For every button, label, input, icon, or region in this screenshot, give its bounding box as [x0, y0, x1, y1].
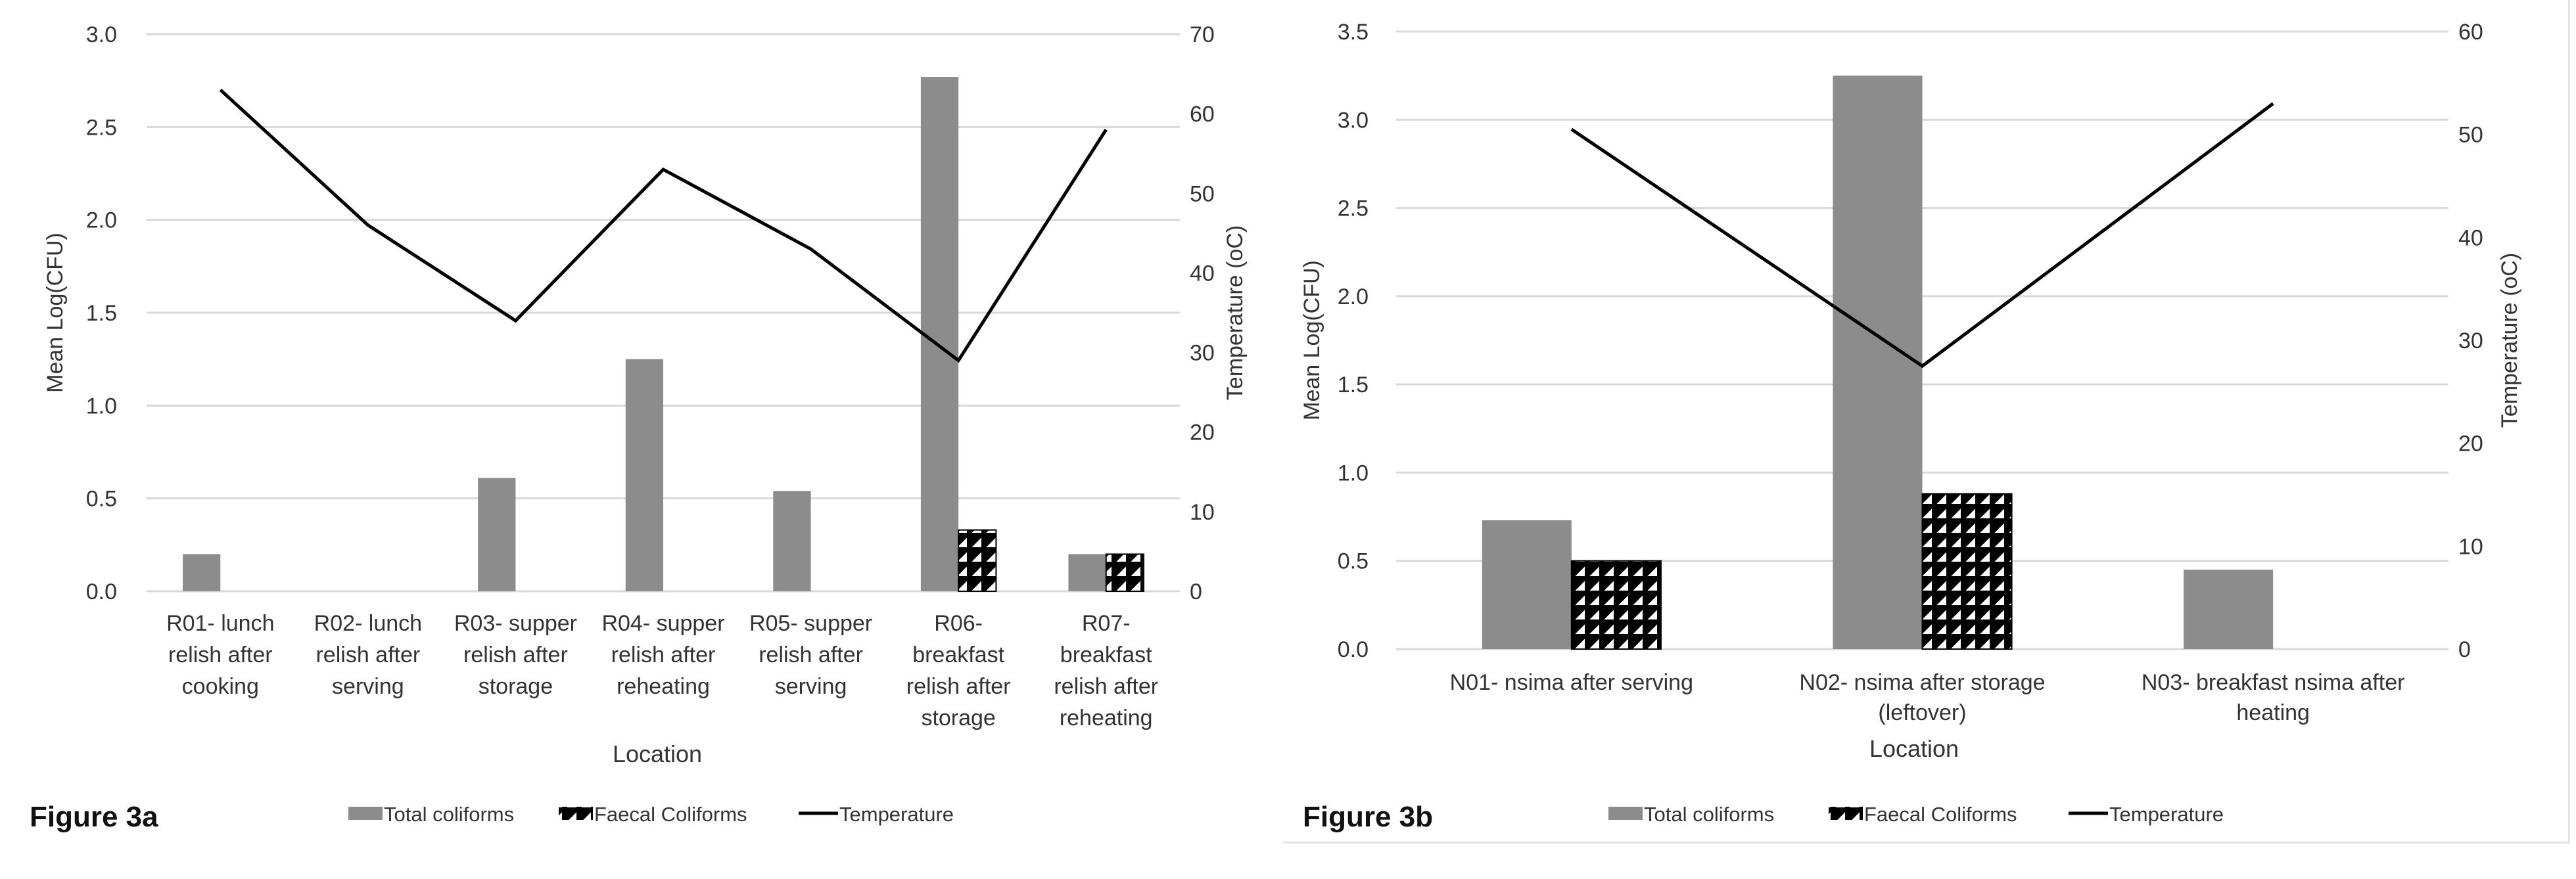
y-tick-label: 1.0 — [1338, 461, 1369, 485]
line-temperature — [219, 88, 1108, 363]
x-tick-label: relish after — [1054, 674, 1158, 699]
y-tick-label: 1.0 — [86, 394, 117, 418]
y-tick-label: 0.0 — [1338, 637, 1369, 662]
x-tick-label: relish after — [168, 642, 273, 667]
legend-label: Temperature — [839, 803, 954, 826]
bar-total-coliforms — [625, 359, 663, 591]
y-tick-label: 0.5 — [86, 487, 117, 512]
y-tick-label: 2.0 — [1338, 284, 1369, 309]
figure-3b: 0.0 0.5 1.0 1.5 2.0 2.5 3.0 3.5 0 10 20 30 40 50 60 Mea… — [1283, 0, 2576, 876]
y2-tick-label: 20 — [2458, 432, 2483, 457]
legend-label: Temperature — [2109, 803, 2224, 826]
legend-swatch-total-coliforms — [348, 807, 383, 820]
x-tick-label: relish after — [611, 642, 716, 667]
x-tick-label: storage — [479, 674, 553, 699]
x-tick-label: cooking — [182, 674, 259, 699]
y2-tick-label: 50 — [1190, 181, 1215, 206]
y2-tick-label: 10 — [1190, 500, 1215, 525]
x-tick-label: R01- lunch — [166, 611, 274, 636]
x-tick-label: breakfast — [912, 642, 1004, 667]
x-tick-label: storage — [921, 706, 995, 731]
legend-swatch-faecal-coliforms — [559, 807, 593, 820]
bar-total-coliforms — [773, 491, 811, 591]
y2-tick-label: 10 — [2458, 534, 2483, 559]
y-tick-label: 0.5 — [1338, 549, 1369, 574]
y2-tick-label: 70 — [1190, 22, 1215, 47]
y-tick-label: 3.5 — [1338, 20, 1369, 45]
figure-caption: Figure 3b — [1303, 801, 1433, 833]
x-tick-label: R06- — [934, 611, 983, 636]
x-tick-label: R04- supper — [601, 611, 724, 636]
legend-swatch-faecal-coliforms — [1829, 807, 1863, 820]
figure-3b-chart: 0.0 0.5 1.0 1.5 2.0 2.5 3.0 3.5 0 10 20 30 40 50 60 Mea… — [1300, 20, 2522, 833]
x-tick-label: (leftover) — [1878, 700, 1966, 725]
x-tick-label: N01- nsima after serving — [1450, 670, 1693, 695]
bar-faecal-coliforms — [1105, 553, 1144, 593]
x-tick-label: R07- — [1082, 611, 1131, 636]
y-tick-label: 3.0 — [1338, 108, 1369, 133]
x-axis-label: Location — [1869, 735, 1959, 762]
y-axis-label: Mean Log(CFU) — [1300, 260, 1324, 420]
y-tick-label: 1.5 — [1338, 372, 1369, 397]
line-temperature — [1570, 102, 2274, 369]
y2-axis-label: Temperature (oC) — [1223, 225, 1248, 400]
x-tick-label: serving — [775, 674, 847, 699]
x-tick-label: serving — [332, 674, 404, 699]
bar-total-coliforms — [183, 554, 221, 591]
bar-total-coliforms — [1833, 76, 1923, 649]
x-tick-label: heating — [2236, 700, 2310, 725]
y2-tick-label: 40 — [1190, 261, 1215, 286]
y-axis-label: Mean Log(CFU) — [43, 233, 68, 393]
x-tick-label: R05- supper — [749, 611, 872, 636]
figure-3a: 0.0 0.5 1.0 1.5 2.0 2.5 3.0 0 10 20 30 40 50 60 70 Mean… — [0, 0, 1282, 876]
y-tick-label: 2.5 — [86, 115, 117, 140]
bar-total-coliforms — [1482, 520, 1572, 649]
legend-label: Faecal Coliforms — [594, 803, 747, 826]
bar-faecal-coliforms — [1570, 560, 1662, 650]
y2-tick-label: 60 — [2458, 20, 2483, 45]
y2-tick-label: 0 — [1190, 579, 1202, 604]
y-tick-label: 2.0 — [86, 208, 117, 233]
y-tick-label: 2.5 — [1338, 196, 1369, 221]
x-tick-label: breakfast — [1060, 642, 1152, 667]
x-tick-label: R02- lunch — [314, 611, 422, 636]
y2-tick-label: 20 — [1190, 420, 1215, 445]
x-tick-label: relish after — [759, 642, 863, 667]
bar-total-coliforms — [478, 478, 516, 591]
legend-label: Total coliforms — [1644, 803, 1774, 826]
y-tick-label: 3.0 — [86, 22, 117, 47]
y2-tick-label: 50 — [2458, 123, 2483, 148]
x-tick-label: reheating — [617, 674, 710, 699]
y2-tick-label: 30 — [2458, 328, 2483, 353]
legend-label: Total coliforms — [384, 803, 514, 826]
x-tick-label: relish after — [906, 674, 1011, 699]
bar-total-coliforms — [2184, 570, 2274, 649]
y2-axis-label: Temperature (oC) — [2497, 253, 2522, 428]
y2-tick-label: 0 — [2458, 637, 2471, 662]
bar-faecal-coliforms — [958, 529, 997, 592]
bar-faecal-coliforms — [1921, 493, 2013, 650]
y2-tick-label: 60 — [1190, 102, 1215, 127]
x-tick-label: reheating — [1060, 706, 1153, 731]
legend-label: Faecal Coliforms — [1864, 803, 2017, 826]
x-tick-label: relish after — [316, 642, 420, 667]
x-axis-label: Location — [613, 740, 702, 767]
bar-total-coliforms — [920, 77, 959, 592]
x-tick-label: N03- breakfast nsima after — [2142, 670, 2405, 695]
legend-swatch-total-coliforms — [1608, 807, 1643, 820]
y2-tick-label: 40 — [2458, 225, 2483, 250]
figure-caption: Figure 3a — [30, 801, 158, 833]
y2-tick-label: 30 — [1190, 341, 1215, 366]
x-tick-label: N02- nsima after storage — [1799, 670, 2045, 695]
figure-3a-chart: 0.0 0.5 1.0 1.5 2.0 2.5 3.0 0 10 20 30 40 50 60 70 Mean… — [30, 22, 1248, 833]
y-tick-label: 0.0 — [86, 579, 117, 604]
x-tick-label: R03- supper — [454, 611, 577, 636]
y-tick-label: 1.5 — [86, 301, 117, 326]
bar-total-coliforms — [1068, 554, 1106, 591]
x-tick-label: relish after — [463, 642, 568, 667]
